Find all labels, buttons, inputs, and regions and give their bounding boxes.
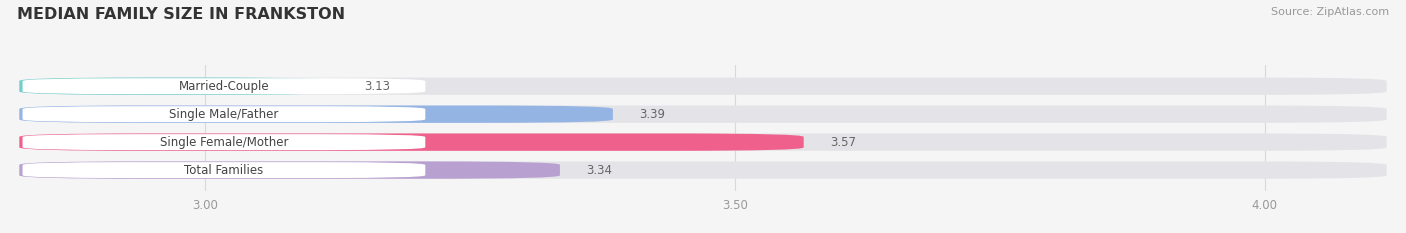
- Text: Source: ZipAtlas.com: Source: ZipAtlas.com: [1271, 7, 1389, 17]
- FancyBboxPatch shape: [20, 78, 337, 95]
- Text: Single Female/Mother: Single Female/Mother: [160, 136, 288, 149]
- Text: 3.34: 3.34: [586, 164, 613, 177]
- Text: 3.39: 3.39: [640, 108, 665, 121]
- FancyBboxPatch shape: [22, 78, 425, 94]
- Text: MEDIAN FAMILY SIZE IN FRANKSTON: MEDIAN FAMILY SIZE IN FRANKSTON: [17, 7, 344, 22]
- FancyBboxPatch shape: [20, 106, 613, 123]
- Text: Single Male/Father: Single Male/Father: [169, 108, 278, 121]
- FancyBboxPatch shape: [20, 78, 1386, 95]
- FancyBboxPatch shape: [22, 162, 425, 178]
- FancyBboxPatch shape: [20, 161, 1386, 179]
- Text: 3.13: 3.13: [364, 80, 389, 93]
- Text: Married-Couple: Married-Couple: [179, 80, 269, 93]
- FancyBboxPatch shape: [20, 134, 804, 151]
- Text: 3.57: 3.57: [830, 136, 856, 149]
- FancyBboxPatch shape: [20, 134, 1386, 151]
- Text: Total Families: Total Families: [184, 164, 263, 177]
- FancyBboxPatch shape: [20, 161, 560, 179]
- FancyBboxPatch shape: [22, 106, 425, 122]
- FancyBboxPatch shape: [22, 134, 425, 150]
- FancyBboxPatch shape: [20, 106, 1386, 123]
